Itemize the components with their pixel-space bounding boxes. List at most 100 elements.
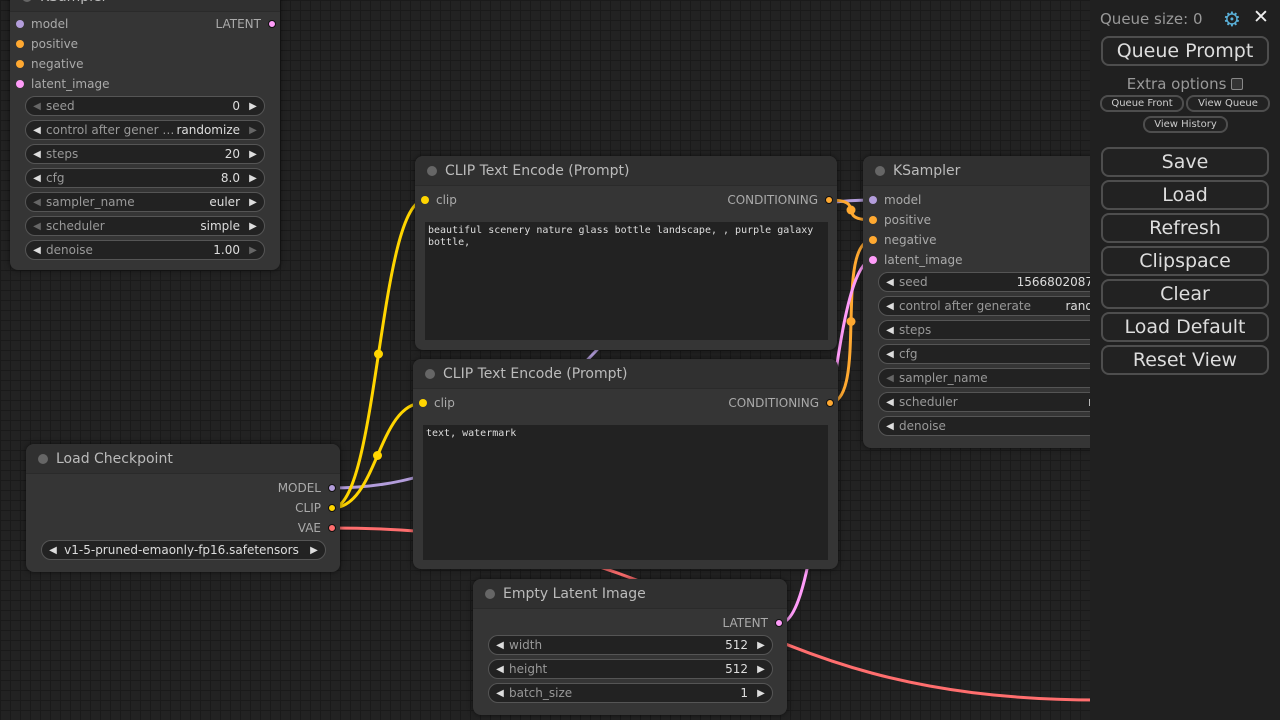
decrement-arrow-icon[interactable]: ◀ — [886, 324, 894, 336]
increment-arrow-icon[interactable]: ▶ — [249, 172, 257, 184]
latent-slot-dot[interactable] — [775, 619, 783, 627]
conditioning-slot-dot[interactable] — [16, 40, 24, 48]
view-history-button[interactable]: View History — [1143, 116, 1228, 133]
decrement-arrow-icon[interactable]: ◀ — [886, 348, 894, 360]
output-slot-conditioning[interactable]: CONDITIONING — [727, 192, 833, 208]
decrement-arrow-icon[interactable]: ◀ — [33, 100, 41, 112]
node-collapse-dot[interactable] — [485, 589, 495, 599]
node-collapse-dot[interactable] — [875, 166, 885, 176]
node-title-bar[interactable]: Empty Latent Image — [473, 579, 787, 609]
decrement-arrow-icon[interactable]: ◀ — [33, 148, 41, 160]
clip-slot-dot[interactable] — [328, 504, 336, 512]
queue-front-button[interactable]: Queue Front — [1100, 95, 1184, 112]
latent-slot-dot[interactable] — [268, 20, 276, 28]
increment-arrow-icon[interactable]: ▶ — [757, 663, 765, 675]
conditioning-slot-dot[interactable] — [16, 60, 24, 68]
save-button[interactable]: Save — [1101, 147, 1269, 177]
node-collapse-dot[interactable] — [425, 369, 435, 379]
latent-slot-dot[interactable] — [16, 80, 24, 88]
widget-height[interactable]: ◀ height 512 ▶ — [488, 659, 773, 679]
decrement-arrow-icon[interactable]: ◀ — [496, 639, 504, 651]
refresh-button[interactable]: Refresh — [1101, 213, 1269, 243]
output-slot-model[interactable]: MODEL — [278, 480, 336, 496]
decrement-arrow-icon[interactable]: ◀ — [886, 372, 894, 384]
output-slot-latent[interactable]: LATENT — [723, 615, 783, 631]
input-slot-model[interactable]: model — [869, 192, 921, 208]
model-slot-dot[interactable] — [328, 484, 336, 492]
gear-icon[interactable]: ⚙ — [1223, 7, 1241, 31]
output-slot-clip[interactable]: CLIP — [295, 500, 336, 516]
input-slot-latent_image[interactable]: latent_image — [16, 76, 109, 92]
output-slot-vae[interactable]: VAE — [298, 520, 336, 536]
output-slot-latent[interactable]: LATENT — [216, 16, 276, 32]
node-title-bar[interactable]: CLIP Text Encode (Prompt) — [415, 156, 837, 186]
decrement-arrow-icon[interactable]: ◀ — [33, 196, 41, 208]
increment-arrow-icon[interactable]: ▶ — [757, 639, 765, 651]
widget-denoise[interactable]: ◀ denoise 1.00 ▶ — [25, 240, 265, 260]
node-title-bar[interactable]: Load Checkpoint — [26, 444, 340, 474]
widget-width[interactable]: ◀ width 512 ▶ — [488, 635, 773, 655]
input-slot-model[interactable]: model — [16, 16, 68, 32]
input-slot-clip[interactable]: clip — [421, 192, 457, 208]
decrement-arrow-icon[interactable]: ◀ — [496, 687, 504, 699]
decrement-arrow-icon[interactable]: ◀ — [49, 544, 57, 556]
latent-slot-dot[interactable] — [869, 256, 877, 264]
conditioning-slot-dot[interactable] — [825, 196, 833, 204]
decrement-arrow-icon[interactable]: ◀ — [33, 172, 41, 184]
decrement-arrow-icon[interactable]: ◀ — [33, 124, 41, 136]
decrement-arrow-icon[interactable]: ◀ — [33, 244, 41, 256]
load-default-button[interactable]: Load Default — [1101, 312, 1269, 342]
prompt-textarea[interactable]: beautiful scenery nature glass bottle la… — [425, 222, 828, 340]
clip-slot-dot[interactable] — [421, 196, 429, 204]
clip-slot-dot[interactable] — [419, 399, 427, 407]
queue-prompt-button[interactable]: Queue Prompt — [1101, 36, 1269, 66]
widget-batch_size[interactable]: ◀ batch_size 1 ▶ — [488, 683, 773, 703]
link-midpoint-dot[interactable] — [373, 451, 382, 460]
widget-seed[interactable]: ◀ seed 0 ▶ — [25, 96, 265, 116]
widget-control-after-gener[interactable]: ◀ control after gener … randomize ▶ — [25, 120, 265, 140]
widget-sampler_name[interactable]: ◀ sampler_name euler ▶ — [25, 192, 265, 212]
input-slot-negative[interactable]: negative — [869, 232, 936, 248]
increment-arrow-icon[interactable]: ▶ — [249, 148, 257, 160]
widget-ckpt_name[interactable]: ◀ v1-5-pruned-emaonly-fp16.safetensors ▶ — [41, 540, 326, 560]
node-title-bar[interactable]: CLIP Text Encode (Prompt) — [413, 359, 838, 389]
conditioning-slot-dot[interactable] — [826, 399, 834, 407]
increment-arrow-icon[interactable]: ▶ — [249, 196, 257, 208]
decrement-arrow-icon[interactable]: ◀ — [496, 663, 504, 675]
view-queue-button[interactable]: View Queue — [1186, 95, 1270, 112]
input-slot-positive[interactable]: positive — [16, 36, 78, 52]
widget-scheduler[interactable]: ◀schedulerr▶ — [878, 392, 1118, 412]
clipspace-button[interactable]: Clipspace — [1101, 246, 1269, 276]
node-collapse-dot[interactable] — [22, 0, 32, 2]
node-collapse-dot[interactable] — [38, 454, 48, 464]
input-slot-clip[interactable]: clip — [419, 395, 455, 411]
widget-steps[interactable]: ◀ steps 20 ▶ — [25, 144, 265, 164]
load-button[interactable]: Load — [1101, 180, 1269, 210]
decrement-arrow-icon[interactable]: ◀ — [886, 300, 894, 312]
decrement-arrow-icon[interactable]: ◀ — [33, 220, 41, 232]
widget-denoise[interactable]: ◀denoise▶ — [878, 416, 1118, 436]
increment-arrow-icon[interactable]: ▶ — [249, 244, 257, 256]
input-slot-positive[interactable]: positive — [869, 212, 931, 228]
prompt-textarea[interactable]: text, watermark — [423, 425, 828, 560]
node-collapse-dot[interactable] — [427, 166, 437, 176]
link-midpoint-dot[interactable] — [846, 205, 856, 215]
conditioning-slot-dot[interactable] — [869, 236, 877, 244]
widget-sampler_name[interactable]: ◀sampler_name▶ — [878, 368, 1118, 388]
decrement-arrow-icon[interactable]: ◀ — [886, 396, 894, 408]
model-slot-dot[interactable] — [16, 20, 24, 28]
conditioning-slot-dot[interactable] — [869, 216, 877, 224]
widget-scheduler[interactable]: ◀ scheduler simple ▶ — [25, 216, 265, 236]
increment-arrow-icon[interactable]: ▶ — [249, 100, 257, 112]
input-slot-latent_image[interactable]: latent_image — [869, 252, 962, 268]
increment-arrow-icon[interactable]: ▶ — [757, 687, 765, 699]
widget-cfg[interactable]: ◀ cfg 8.0 ▶ — [25, 168, 265, 188]
link-midpoint-dot[interactable] — [846, 317, 856, 326]
node-title-bar[interactable]: KSampler — [863, 156, 1123, 186]
decrement-arrow-icon[interactable]: ◀ — [886, 276, 894, 288]
increment-arrow-icon[interactable]: ▶ — [249, 220, 257, 232]
input-slot-negative[interactable]: negative — [16, 56, 83, 72]
decrement-arrow-icon[interactable]: ◀ — [886, 420, 894, 432]
